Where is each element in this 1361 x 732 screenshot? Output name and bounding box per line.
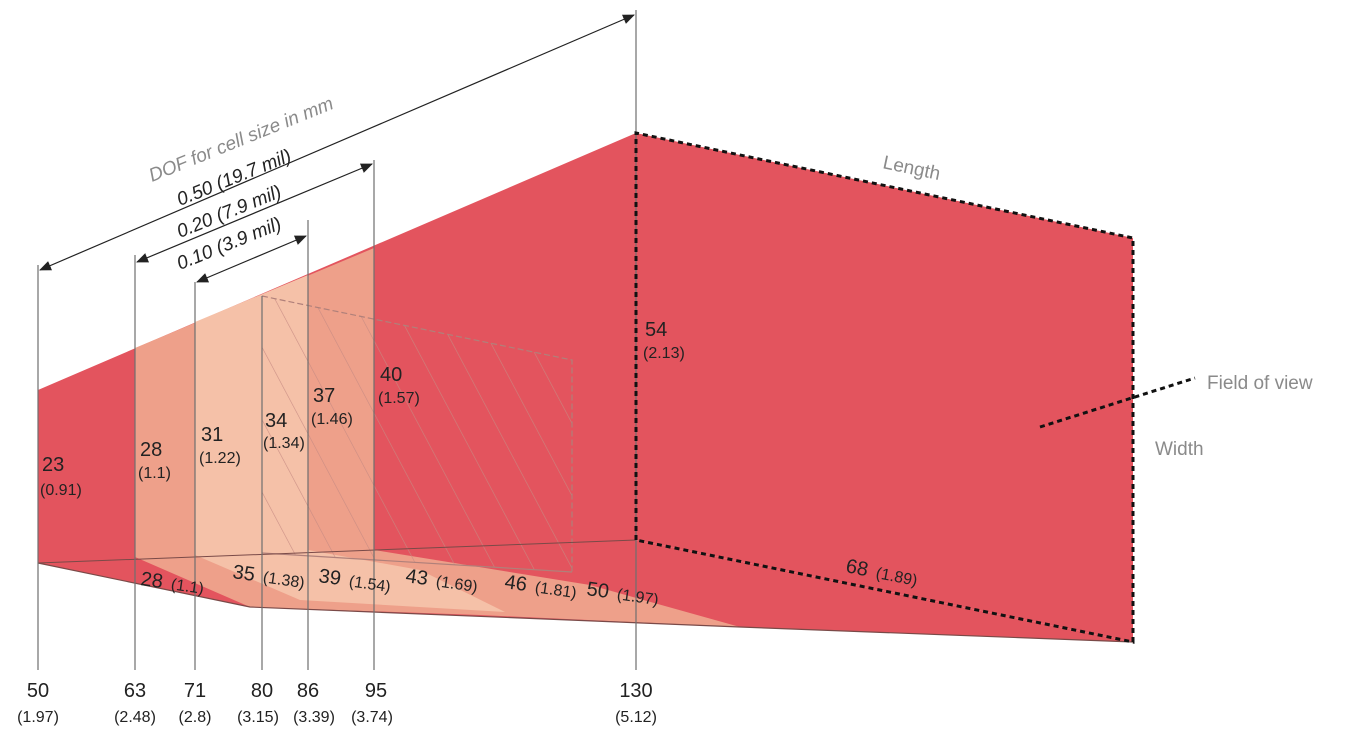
- length-value: 68: [844, 555, 870, 581]
- dof-arrow-0.20: [136, 163, 373, 263]
- length-inch: (1.54): [348, 573, 392, 596]
- width-value: 37: [313, 385, 335, 407]
- length-value: 43: [404, 565, 429, 590]
- width-label-fov: Width: [1155, 439, 1204, 460]
- length-label: 50 (1.97): [585, 578, 660, 610]
- width-inch: (1.46): [311, 411, 353, 428]
- distance-value: 71: [184, 680, 206, 702]
- length-value: 28: [139, 568, 164, 593]
- width-value: 28: [140, 439, 162, 461]
- length-value: 39: [317, 565, 342, 590]
- length-label: 39 (1.54): [317, 565, 392, 597]
- fov-outline-dotted: [634, 131, 1135, 644]
- fov-leader-dotted: [1039, 376, 1196, 429]
- length-value: 46: [503, 571, 528, 596]
- floor-ridge: [37, 539, 637, 564]
- distance-value: 86: [297, 680, 319, 702]
- width-inch: (1.57): [378, 390, 420, 407]
- distance-inch: (3.39): [293, 709, 335, 726]
- length-inch: (1.69): [435, 573, 479, 596]
- distance-inch: (2.8): [179, 709, 212, 726]
- hatched-zone-outline: [261, 295, 573, 572]
- length-label: 46 (1.81): [503, 571, 578, 603]
- distance-value: 95: [365, 680, 387, 702]
- hatched-zone: [262, 296, 572, 572]
- width-value: 34: [265, 410, 287, 432]
- width-value: 40: [380, 364, 402, 386]
- width-inch: (2.13): [643, 345, 685, 362]
- distance-inch: (3.15): [237, 709, 279, 726]
- width-value: 54: [645, 319, 667, 341]
- width-value: 23: [42, 454, 64, 476]
- length-value: 35: [231, 561, 256, 586]
- distance-inch: (2.48): [114, 709, 156, 726]
- length-label: 28 (1.1): [139, 568, 205, 599]
- distance-inch: (1.97): [17, 709, 59, 726]
- width-inch: (0.91): [40, 482, 82, 499]
- length-inch: (1.97): [616, 586, 660, 609]
- length-label: 35 (1.38): [231, 561, 306, 593]
- distance-value: 80: [251, 680, 273, 702]
- hatched-zone-top-edge: [261, 552, 573, 573]
- distance-value: 63: [124, 680, 146, 702]
- field-of-view-label: Field of view: [1207, 373, 1313, 394]
- width-inch: (1.22): [199, 450, 241, 467]
- width-labels: 23 (0.91) 28 (1.1) 31 (1.22) 34 (1.34) 3…: [40, 319, 685, 499]
- length-inch: (1.81): [534, 579, 578, 602]
- floor-edge: [37, 562, 1134, 643]
- length-inch: (1.38): [262, 569, 306, 592]
- field-of-view-plane: [636, 133, 1133, 642]
- width-value: 31: [201, 424, 223, 446]
- distance-axis: 50 (1.97) 63 (2.48) 71 (2.8) 80 (3.15) 8…: [17, 680, 657, 726]
- distance-inch: (5.12): [615, 709, 657, 726]
- length-value: 50: [585, 578, 610, 603]
- distance-value: 50: [27, 680, 49, 702]
- distance-inch: (3.74): [351, 709, 393, 726]
- width-inch: (1.34): [263, 435, 305, 452]
- dof-arrow-0.10: [196, 235, 307, 283]
- length-label: 43 (1.69): [404, 565, 479, 597]
- length-label-fov: Length: [881, 152, 942, 185]
- length-inch: (1.1): [170, 576, 205, 597]
- distance-value: 130: [619, 680, 652, 702]
- width-inch: (1.1): [138, 465, 171, 482]
